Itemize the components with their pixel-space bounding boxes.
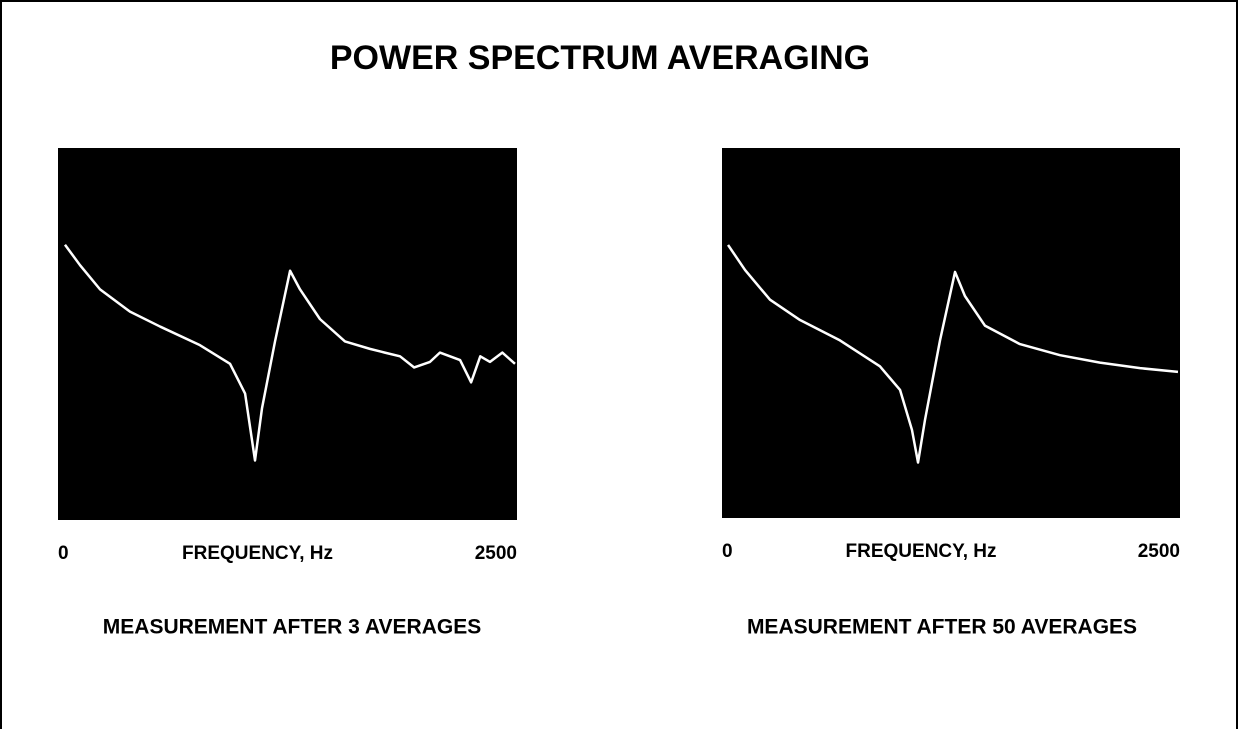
x-axis-label: FREQUENCY, Hz (182, 543, 333, 564)
x-tick-label: 2500 (1138, 541, 1180, 562)
plot-area (722, 148, 1180, 518)
page-title: POWER SPECTRUM AVERAGING (330, 39, 870, 77)
caption: MEASUREMENT AFTER 50 AVERAGES (747, 616, 1137, 639)
x-axis-label: FREQUENCY, Hz (846, 541, 997, 562)
plot-area (58, 148, 517, 520)
x-tick-label: 0 (722, 541, 733, 562)
spectrum-line (727, 244, 1179, 464)
x-tick-label: 0 (58, 543, 69, 564)
caption: MEASUREMENT AFTER 3 AVERAGES (103, 616, 481, 639)
spectrum-line (63, 243, 516, 462)
x-tick-label: 2500 (475, 543, 517, 564)
